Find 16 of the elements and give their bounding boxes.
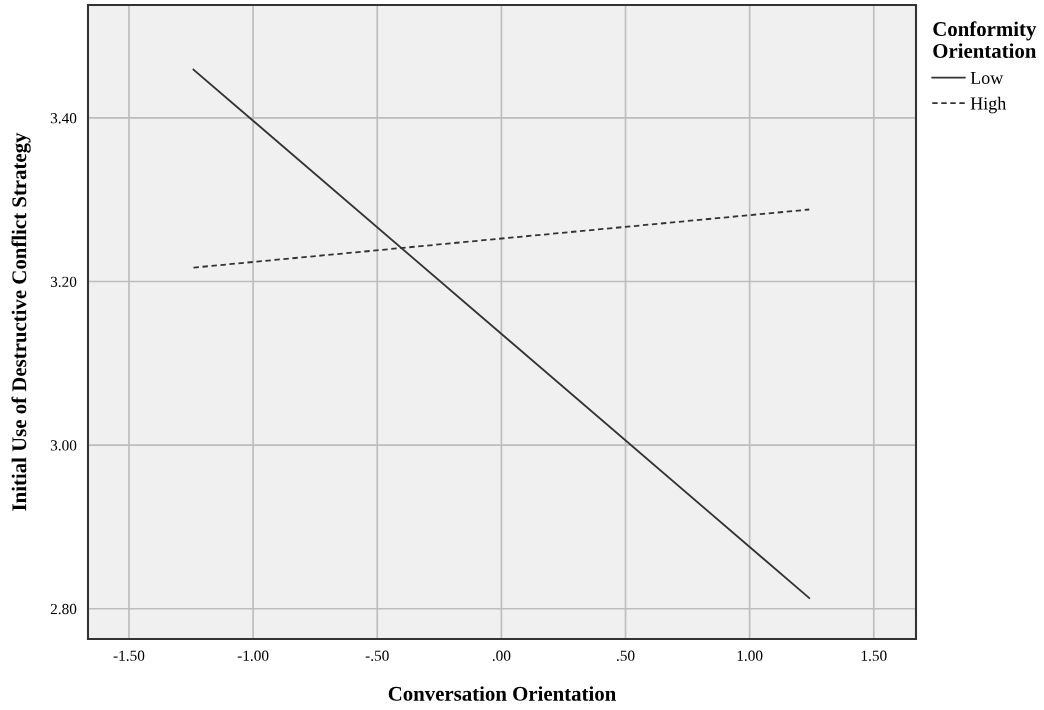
x-axis-title: Conversation Orientation — [388, 686, 616, 701]
legend-label: Low — [970, 72, 1004, 85]
x-tick-label: .50 — [616, 650, 635, 661]
y-tick-label: 3.40 — [50, 113, 77, 124]
legend-label: High — [970, 96, 1007, 114]
y-axis-title: Initial Use of Destructive Conflict Strategy — [11, 132, 31, 511]
y-tick-label: 3.00 — [50, 440, 77, 451]
x-tick-label: 1.00 — [737, 650, 763, 661]
y-tick-label: 2.80 — [50, 603, 77, 615]
x-tick-label: -1.00 — [237, 650, 269, 661]
x-tick-label: -.50 — [365, 650, 389, 661]
x-tick-label: .00 — [492, 650, 511, 661]
x-tick-label: 1.50 — [861, 650, 887, 661]
x-tick-label: -1.50 — [113, 650, 145, 661]
legend-title: Conformity Orientation — [933, 21, 1037, 58]
y-tick-label: 3.20 — [50, 276, 77, 288]
